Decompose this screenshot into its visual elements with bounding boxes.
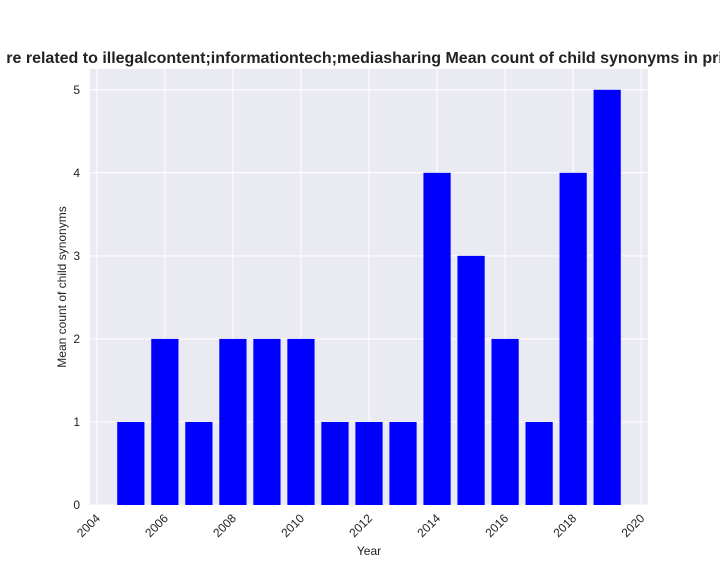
bar-2015 [457, 255, 485, 505]
y-tick-label: 3 [73, 249, 80, 263]
x-tick-label: 2016 [482, 511, 511, 540]
bar-2019 [593, 89, 621, 505]
y-tick-label: 5 [73, 83, 80, 97]
bar-2016 [491, 338, 519, 505]
bar-2007 [185, 421, 213, 505]
x-tick-label: 2012 [346, 511, 375, 540]
x-tick-label: 2018 [550, 511, 579, 540]
x-axis-label: Year [357, 544, 381, 558]
x-tick-label: 2006 [142, 511, 171, 540]
bar-2018 [559, 172, 587, 506]
bar-2010 [287, 338, 315, 505]
y-tick-label: 1 [73, 415, 80, 429]
y-tick-label: 4 [73, 166, 80, 180]
x-tick-label: 2004 [74, 511, 103, 540]
y-tick-labels: 0 1 2 3 4 5 [73, 83, 80, 512]
x-tick-label: 2008 [210, 511, 239, 540]
x-tick-label: 2020 [619, 511, 648, 540]
bar-2008 [219, 338, 247, 505]
bar-2013 [389, 421, 417, 505]
y-tick-label: 2 [73, 332, 80, 346]
bar-2011 [321, 421, 349, 505]
bar-2005 [117, 421, 145, 505]
y-axis-label: Mean count of child synonyms [55, 206, 69, 367]
bar-2014 [423, 172, 451, 506]
y-tick-label: 0 [73, 498, 80, 512]
bars [117, 89, 621, 506]
x-tick-label: 2014 [414, 511, 443, 540]
bar-2009 [253, 338, 281, 505]
chart-title: re related to illegalcontent;information… [6, 50, 720, 67]
bar-2017 [525, 421, 553, 505]
x-tick-label: 2010 [278, 511, 307, 540]
bar-2006 [151, 338, 179, 505]
bar-2012 [355, 421, 383, 505]
x-tick-labels: 2004 2006 2008 2010 2012 2014 2016 2018 2020 [74, 511, 647, 540]
